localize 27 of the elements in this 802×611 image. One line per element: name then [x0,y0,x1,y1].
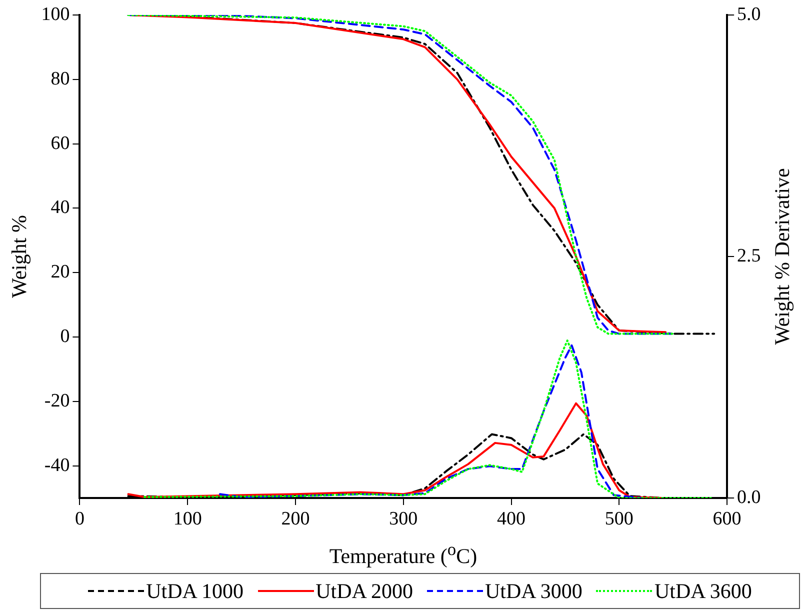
y-tick-label: 40 [50,197,70,218]
y-axis-title: Weight % [6,215,32,298]
y2-tick-label: 2.5 [737,245,761,266]
y2-axis-title: Weight % Derivative [770,168,795,345]
y-tick-label: 20 [50,262,70,283]
line-series [218,344,642,498]
y-tick-label: 0 [60,326,70,347]
y2-tick-label: 0.0 [737,486,761,508]
x-axis-title: Temperature ($^{o}$C) [329,539,478,569]
x-tick-label: 400 [497,508,526,530]
line-series [143,340,712,498]
x-tick-label: 600 [712,508,742,530]
y-tick-label: 60 [50,132,70,154]
legend-label: UtDA 3000 [485,578,582,604]
y-tick-label: 100 [41,4,70,25]
y2-tick-label: 5.0 [737,4,761,25]
y-tick-label: -40 [44,454,70,476]
legend-label: UtDA 3600 [654,578,752,604]
y-tick-label: 80 [50,68,70,90]
x-tick-label: 300 [389,508,418,530]
x-tick-label: 100 [173,508,202,530]
x-tick-label: 200 [281,508,310,530]
legend-label: UtDA 1000 [146,578,244,604]
x-tick-label: 500 [604,508,634,530]
y-tick-label: -20 [44,390,70,412]
legend-label: UtDA 2000 [316,578,413,604]
x-tick-label: 0 [74,508,84,530]
